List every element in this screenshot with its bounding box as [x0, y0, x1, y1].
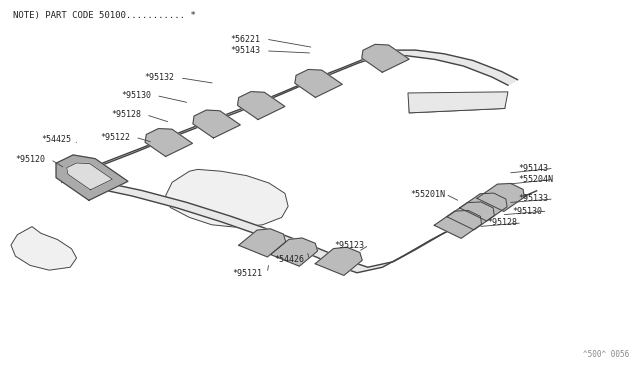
Polygon shape: [447, 202, 494, 230]
Polygon shape: [295, 70, 342, 97]
Text: *56221: *56221: [231, 35, 260, 44]
Text: ^500^ 0056: ^500^ 0056: [583, 350, 629, 359]
Polygon shape: [166, 169, 288, 227]
Text: *54426: *54426: [274, 255, 304, 264]
Text: *95133: *95133: [519, 195, 549, 203]
Text: *95132: *95132: [145, 73, 175, 82]
Text: *95128: *95128: [487, 218, 517, 227]
Polygon shape: [362, 44, 409, 72]
Text: NOTE) PART CODE 50100........... *: NOTE) PART CODE 50100........... *: [13, 11, 196, 20]
Polygon shape: [381, 50, 518, 85]
Polygon shape: [145, 129, 193, 157]
Polygon shape: [67, 163, 113, 190]
Polygon shape: [62, 50, 390, 182]
Polygon shape: [62, 177, 346, 265]
Polygon shape: [56, 155, 128, 200]
Text: *95130: *95130: [121, 91, 151, 100]
Polygon shape: [336, 191, 537, 273]
Text: *54425: *54425: [41, 135, 71, 144]
Text: *95123: *95123: [334, 241, 364, 250]
Polygon shape: [11, 227, 77, 270]
Polygon shape: [239, 229, 285, 257]
Polygon shape: [237, 92, 285, 119]
Text: *95128: *95128: [111, 110, 141, 119]
Polygon shape: [408, 92, 508, 113]
Polygon shape: [477, 183, 524, 211]
Text: *95122: *95122: [100, 133, 130, 142]
Polygon shape: [316, 247, 362, 275]
Polygon shape: [460, 193, 507, 221]
Text: *55201N: *55201N: [410, 190, 445, 199]
Text: *95143: *95143: [231, 46, 260, 55]
Text: *95143: *95143: [519, 164, 549, 173]
Text: *95121: *95121: [232, 269, 262, 278]
Polygon shape: [271, 238, 317, 266]
Text: *95130: *95130: [513, 206, 543, 216]
Polygon shape: [435, 211, 481, 238]
Text: *95120: *95120: [15, 155, 45, 164]
Polygon shape: [409, 94, 505, 113]
Polygon shape: [193, 110, 240, 138]
Text: *55204N: *55204N: [519, 175, 554, 184]
